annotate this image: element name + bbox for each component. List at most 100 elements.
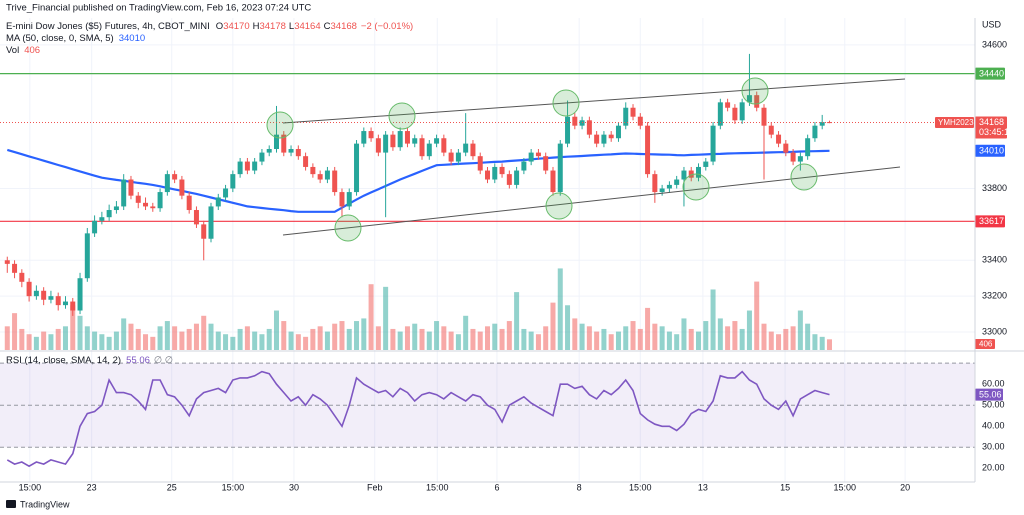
candle-body [332,170,338,193]
touch-circle [741,77,769,105]
volume-bar [615,331,621,350]
volume-bar [623,326,629,350]
volume-bar [339,321,345,350]
volume-bar [797,310,803,350]
candle-body [455,152,461,162]
volume-bar [412,323,418,350]
volume-bar [535,334,541,350]
volume-bar [281,321,287,350]
volume-bar [717,318,723,350]
candle-body [514,170,520,185]
volume-bar [485,326,490,350]
candle-body [383,134,389,153]
candle-body [579,120,585,126]
level-label: 34440 [979,69,1004,79]
volume-bar [579,323,585,350]
rsi-tick-label: 50.00 [982,400,1005,410]
volume-bar [361,318,367,350]
candle-body [201,224,207,239]
candle-body [412,138,418,144]
volume-bar [375,326,381,350]
volume-bar [237,328,243,350]
volume-bar [4,326,10,350]
volume-bar [448,331,454,350]
volume-bar [732,321,738,350]
volume-bar [477,331,483,350]
volume-bar [223,334,229,350]
candle-body [150,206,156,209]
candle-body [19,272,25,282]
legend-main: E-mini Dow Jones ($5) Futures, 4h, CBOT_… [6,21,413,32]
volume-bar [303,336,309,350]
volume-bar [790,326,796,350]
candle-body [208,206,214,239]
axis-label-box [975,388,1003,401]
title: E-mini Dow Jones ($5) Futures, 4h, CBOT_… [6,21,210,32]
rsi-name: RSI (14, close, SMA, 14, 2) [6,355,121,366]
candle-body [259,152,265,162]
rsi-line [6,370,830,468]
volume-bar [77,315,83,350]
axis-label-box [975,144,1005,157]
candle-body [681,170,687,180]
candle-body [776,134,782,144]
volume-bar [710,289,716,350]
y-tick-label: 33400 [982,255,1007,265]
x-tick-label: 23 [87,482,97,492]
candle-body [193,210,199,225]
candle-body [521,161,527,171]
candle-body [659,188,665,193]
candle-body [746,95,752,103]
candle-body [55,296,61,306]
volume-bar [19,328,25,350]
change: −2 (−0.01%) [361,21,413,32]
candle-body [106,210,112,218]
axis-label-box [975,339,995,349]
candle-body [121,179,127,207]
candle-body [623,107,629,126]
plot-over: 34600 33800 33400 33200 33000 15:00 23 25 15:00 3… [19,39,1014,492]
ohlc-label: H [253,21,260,32]
candle-body [179,179,185,196]
volume-bar [368,284,374,350]
touch-circle [552,89,580,117]
candle-body [310,166,316,175]
candle-body [99,217,105,221]
x-tick-label: 15:00 [833,482,856,492]
volume-bar [99,334,105,350]
plot [0,53,975,468]
volume-bar [346,328,352,350]
volume-bar [390,328,396,350]
candle-body [215,197,221,207]
candle-body [33,290,39,297]
candle-body [48,296,54,300]
volume-bar [521,328,527,350]
candle-body [652,174,658,193]
touch-circle [266,111,294,139]
ma-axis-label: 34010 [979,146,1004,156]
volume-bar [354,321,360,350]
candle-body [303,156,309,167]
volume-bar [121,318,127,350]
x-tick-label: 13 [698,482,708,492]
ma-value: 34010 [119,33,145,44]
candle-body [826,122,832,124]
candle-body [565,116,571,144]
candle-body [41,290,47,300]
volume-bar [746,310,752,350]
volume-bar [819,336,825,350]
x-tick-label: 25 [167,482,177,492]
candle-body [295,149,301,157]
candle-body [390,134,396,148]
candle-body [557,143,563,193]
symbol-label: YMH2023 [938,118,974,127]
volume-bar [288,331,294,350]
touch-circle [682,173,710,201]
legend-ma: MA (50, close, 0, SMA, 5) 34010 [6,33,145,44]
touch-circle [388,102,416,130]
candle-body [317,174,323,180]
volume-bar [33,336,39,350]
candle-body [281,134,287,153]
